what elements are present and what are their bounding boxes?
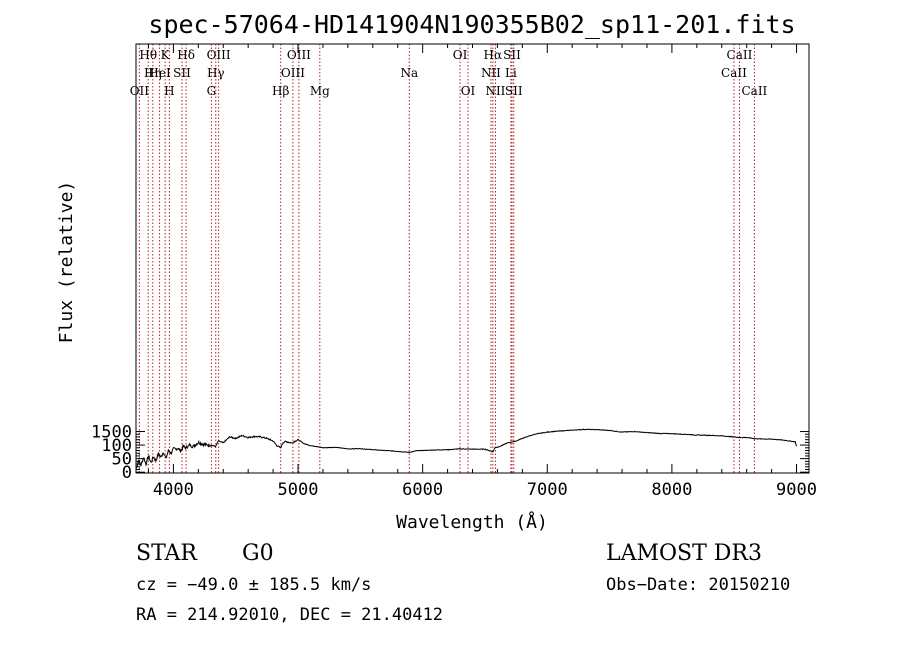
redshift-cz: cz = −49.0 ± 185.5 km/s [136, 575, 371, 595]
spectral-subclass: G0 [242, 541, 274, 566]
chart-title: spec-57064-HD141904N190355B02_sp11-201.f… [148, 10, 795, 39]
spectral-line-label-21: SII [503, 48, 521, 62]
spectral-line-label-10: Hγ [207, 66, 225, 80]
y-tick-label-0: 0 [122, 463, 132, 483]
survey-name: LAMOST DR3 [606, 541, 762, 566]
spectral-line-label-12: OIII [287, 48, 311, 62]
spectral-line-label-0: Hθ [139, 48, 157, 62]
y-tick-label-3: 1500 [91, 423, 132, 443]
spectral-line-label-15: Na [400, 66, 418, 80]
spectral-line-label-4: K [161, 48, 171, 62]
spectral-line-label-24: CaII [727, 48, 753, 62]
spectral-line-label-22: Li [505, 66, 517, 80]
observation-date: Obs−Date: 20150210 [606, 575, 790, 595]
x-tick-label-0: 4000 [153, 480, 194, 500]
x-tick-label-1: 5000 [278, 480, 319, 500]
spectral-line-label-2: Hη [144, 66, 162, 80]
spectral-line-label-18: Hα [484, 48, 503, 62]
spectral-line-label-17: OI [461, 84, 476, 98]
spectral-line-label-11: Hβ [272, 84, 289, 98]
spectral-line-label-14: Mg [310, 84, 330, 98]
spectral-line-label-7: SII [173, 66, 191, 80]
spectral-line-label-16: OI [453, 48, 468, 62]
x-tick-label-2: 6000 [402, 480, 443, 500]
spectral-line-label-5: H [164, 84, 174, 98]
y-tick-label-2: 100 [101, 436, 132, 456]
spectral-line-label-1: OII [130, 84, 150, 98]
spectral-line-label-25: CaII [721, 66, 747, 80]
y-tick-label-1: 50 [112, 450, 132, 470]
spectral-line-label-9: OIII [207, 48, 231, 62]
spectral-line-markers [138, 44, 755, 473]
spectral-line-label-19: NII [481, 66, 501, 80]
spectral-line-label-26: CaII [741, 84, 767, 98]
spectrum-line [135, 428, 797, 470]
spectral-line-label-6: Hδ [177, 48, 195, 62]
spectrum-series-layer [135, 428, 797, 470]
object-type: STAR [136, 541, 198, 566]
spectral-line-label-13: OIII [281, 66, 305, 80]
ra-dec-coordinates: RA = 214.92010, DEC = 21.40412 [136, 605, 443, 625]
x-tick-label-5: 9000 [776, 480, 817, 500]
plot-frame [135, 43, 810, 474]
x-tick-label-3: 7000 [527, 480, 568, 500]
spectral-line-label-3: HeI [148, 66, 171, 80]
y-axis-label: Flux (relative) [56, 181, 77, 344]
spectral-line-label-23: SII [505, 84, 523, 98]
x-tick-label-4: 8000 [651, 480, 692, 500]
spectral-line-label-8: G [207, 84, 217, 98]
spectral-line-label-20: NII [485, 84, 505, 98]
x-axis-label: Wavelength (Å) [396, 511, 548, 533]
